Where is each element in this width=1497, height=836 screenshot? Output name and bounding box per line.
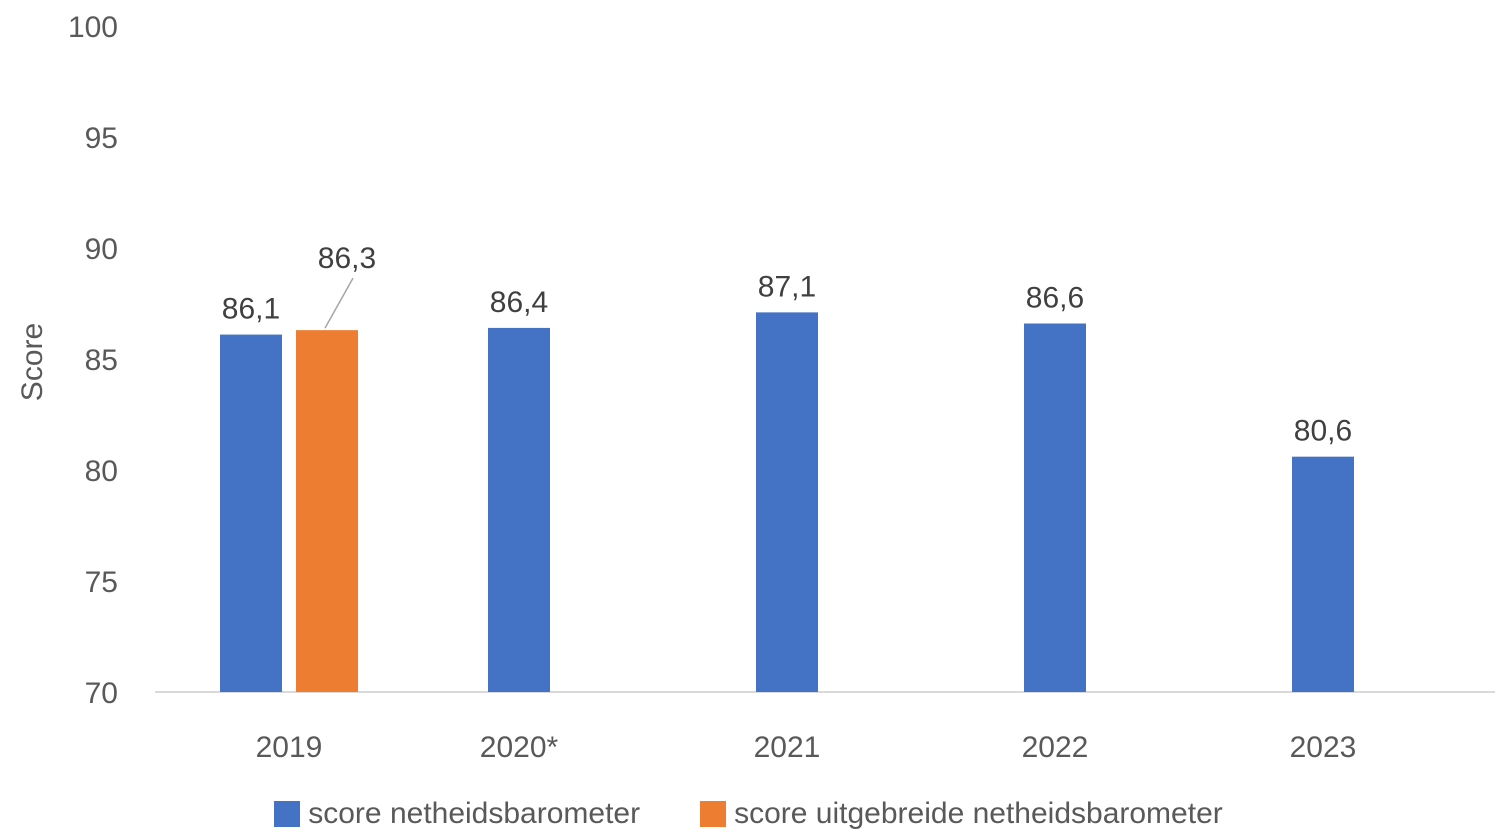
x-tick-label: 2020* [480,731,559,764]
y-tick-label: 80 [85,455,118,488]
bar [1024,323,1086,692]
data-label: 86,3 [318,242,376,275]
x-tick-label: 2019 [256,731,323,764]
data-label: 86,4 [490,286,548,319]
data-label: 86,1 [222,293,280,326]
bar [488,327,550,692]
x-tick-label: 2022 [1022,731,1089,764]
legend-swatch-blue [274,801,301,827]
bar [296,330,358,692]
data-label: 80,6 [1294,415,1352,448]
bars: 86,1 86,3 86,4 87,1 86,6 80,6 [220,242,1354,692]
y-axis-ticks: 70 75 80 85 90 95 100 [68,11,118,710]
y-tick-label: 75 [85,566,118,599]
x-tick-label: 2023 [1290,731,1357,764]
y-tick-label: 70 [85,677,118,710]
y-tick-label: 95 [85,122,118,155]
data-label: 86,6 [1026,281,1084,314]
legend: score netheidsbarometer score uitgebreid… [0,792,1497,836]
y-tick-label: 100 [68,11,118,44]
leader-line [324,277,354,329]
legend-label-netheidsbarometer: score netheidsbarometer [308,797,641,830]
legend-item-uitgebreide: score uitgebreide netheidsbarometer [700,797,1223,831]
y-tick-label: 85 [85,344,118,377]
legend-label-uitgebreide: score uitgebreide netheidsbarometer [734,797,1223,830]
bar [1292,456,1354,692]
bar [756,312,818,692]
x-axis-ticks: 2019 2020* 2021 2022 2023 [256,731,1357,764]
legend-item-netheidsbarometer: score netheidsbarometer [274,797,640,831]
y-tick-label: 90 [85,233,118,266]
data-label: 87,1 [758,270,816,303]
x-tick-label: 2021 [754,731,821,764]
legend-swatch-orange [700,801,727,827]
y-axis-title: Score [16,323,49,401]
bar [220,334,282,692]
